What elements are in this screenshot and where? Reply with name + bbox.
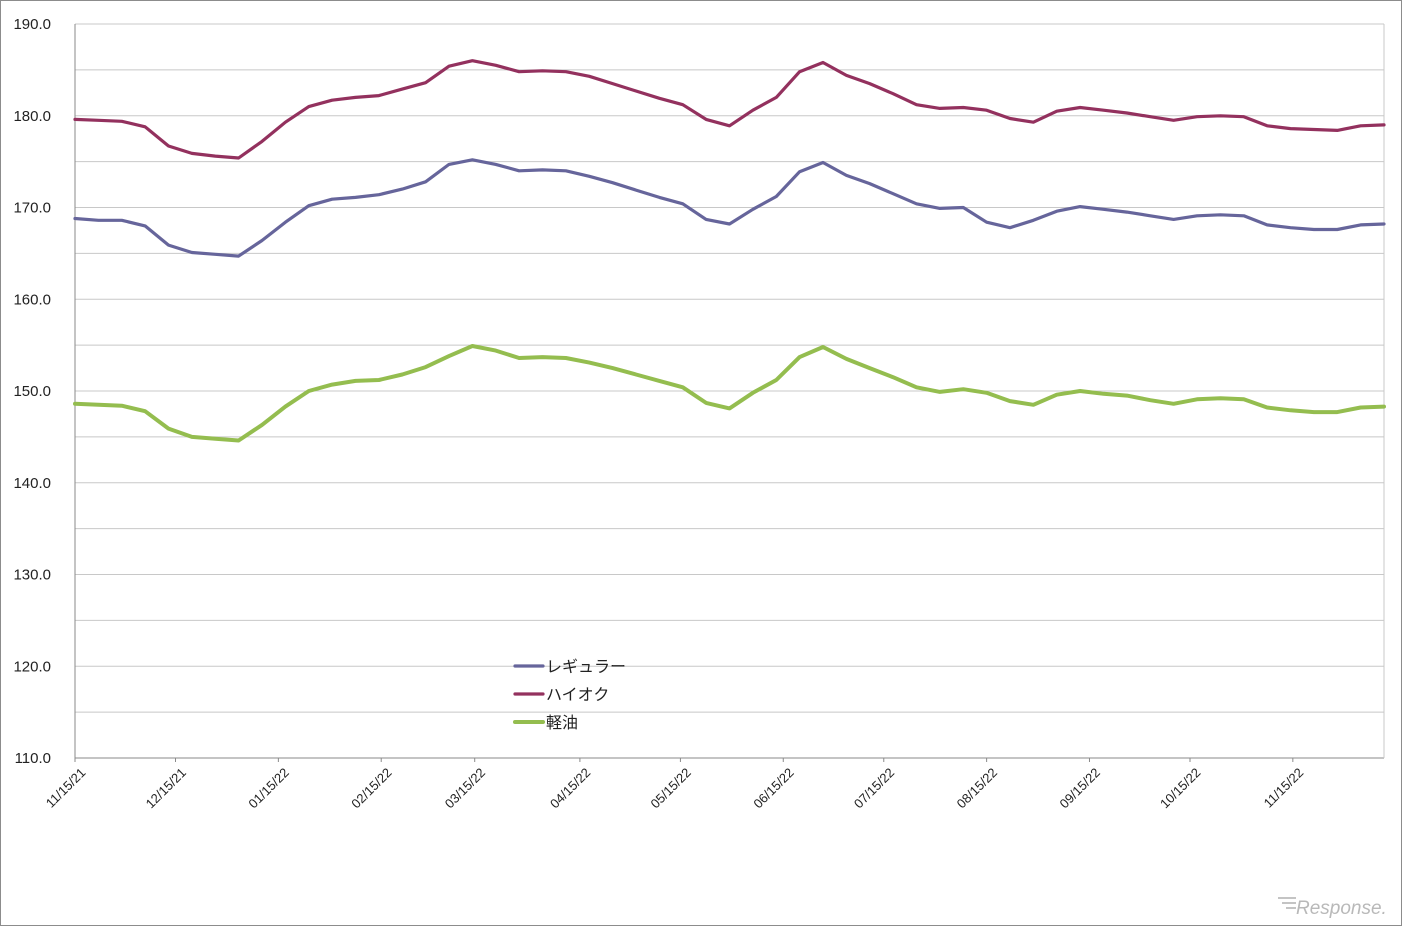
y-axis-ticks: 110.0 120.0 130.0 140.0 150.0 160.0 170.0 180.0… [13, 16, 51, 767]
watermark-text: Response. [1296, 898, 1387, 919]
gridlines [74, 23, 1385, 759]
x-tick-label: 03/15/22 [442, 765, 488, 811]
watermark-logo-icon [1278, 897, 1296, 909]
series-line-1 [73, 158, 1386, 258]
legend-label: レギュラー [546, 658, 626, 676]
y-tick-label: 190.0 [13, 16, 51, 33]
x-tick-label: 11/15/22 [1261, 765, 1307, 811]
x-tick-label: 01/15/22 [245, 765, 291, 811]
x-tick-label: 09/15/22 [1057, 765, 1103, 811]
x-tick-label: 12/15/21 [143, 765, 189, 811]
x-axis-ticks: 11/15/21 12/15/21 01/15/22 02/15/22 03/15/22… [43, 758, 1307, 811]
response-watermark: Response. [1278, 897, 1387, 919]
legend-label: 軽油 [546, 714, 578, 732]
series-line-2 [73, 59, 1386, 160]
x-tick-label: 07/15/22 [851, 765, 897, 811]
series-line-3 [73, 344, 1386, 443]
x-tick-label: 02/15/22 [348, 765, 394, 811]
x-tick-label: 04/15/22 [547, 765, 593, 811]
y-tick-label: 160.0 [13, 291, 51, 308]
x-tick-label: 11/15/21 [43, 765, 89, 811]
x-tick-label: 08/15/22 [954, 765, 1000, 811]
x-tick-label: 05/15/22 [647, 765, 693, 811]
x-tick-label: 10/15/22 [1157, 765, 1203, 811]
y-tick-label: 110.0 [15, 750, 51, 767]
y-tick-label: 130.0 [13, 567, 51, 584]
series-lines [73, 59, 1386, 443]
y-tick-label: 180.0 [13, 108, 51, 125]
x-tick-label: 06/15/22 [750, 765, 796, 811]
y-tick-label: 140.0 [13, 475, 51, 492]
y-tick-label: 120.0 [13, 658, 51, 675]
y-tick-label: 150.0 [13, 383, 51, 400]
legend-label: ハイオク [546, 686, 609, 704]
y-tick-label: 170.0 [13, 200, 51, 217]
